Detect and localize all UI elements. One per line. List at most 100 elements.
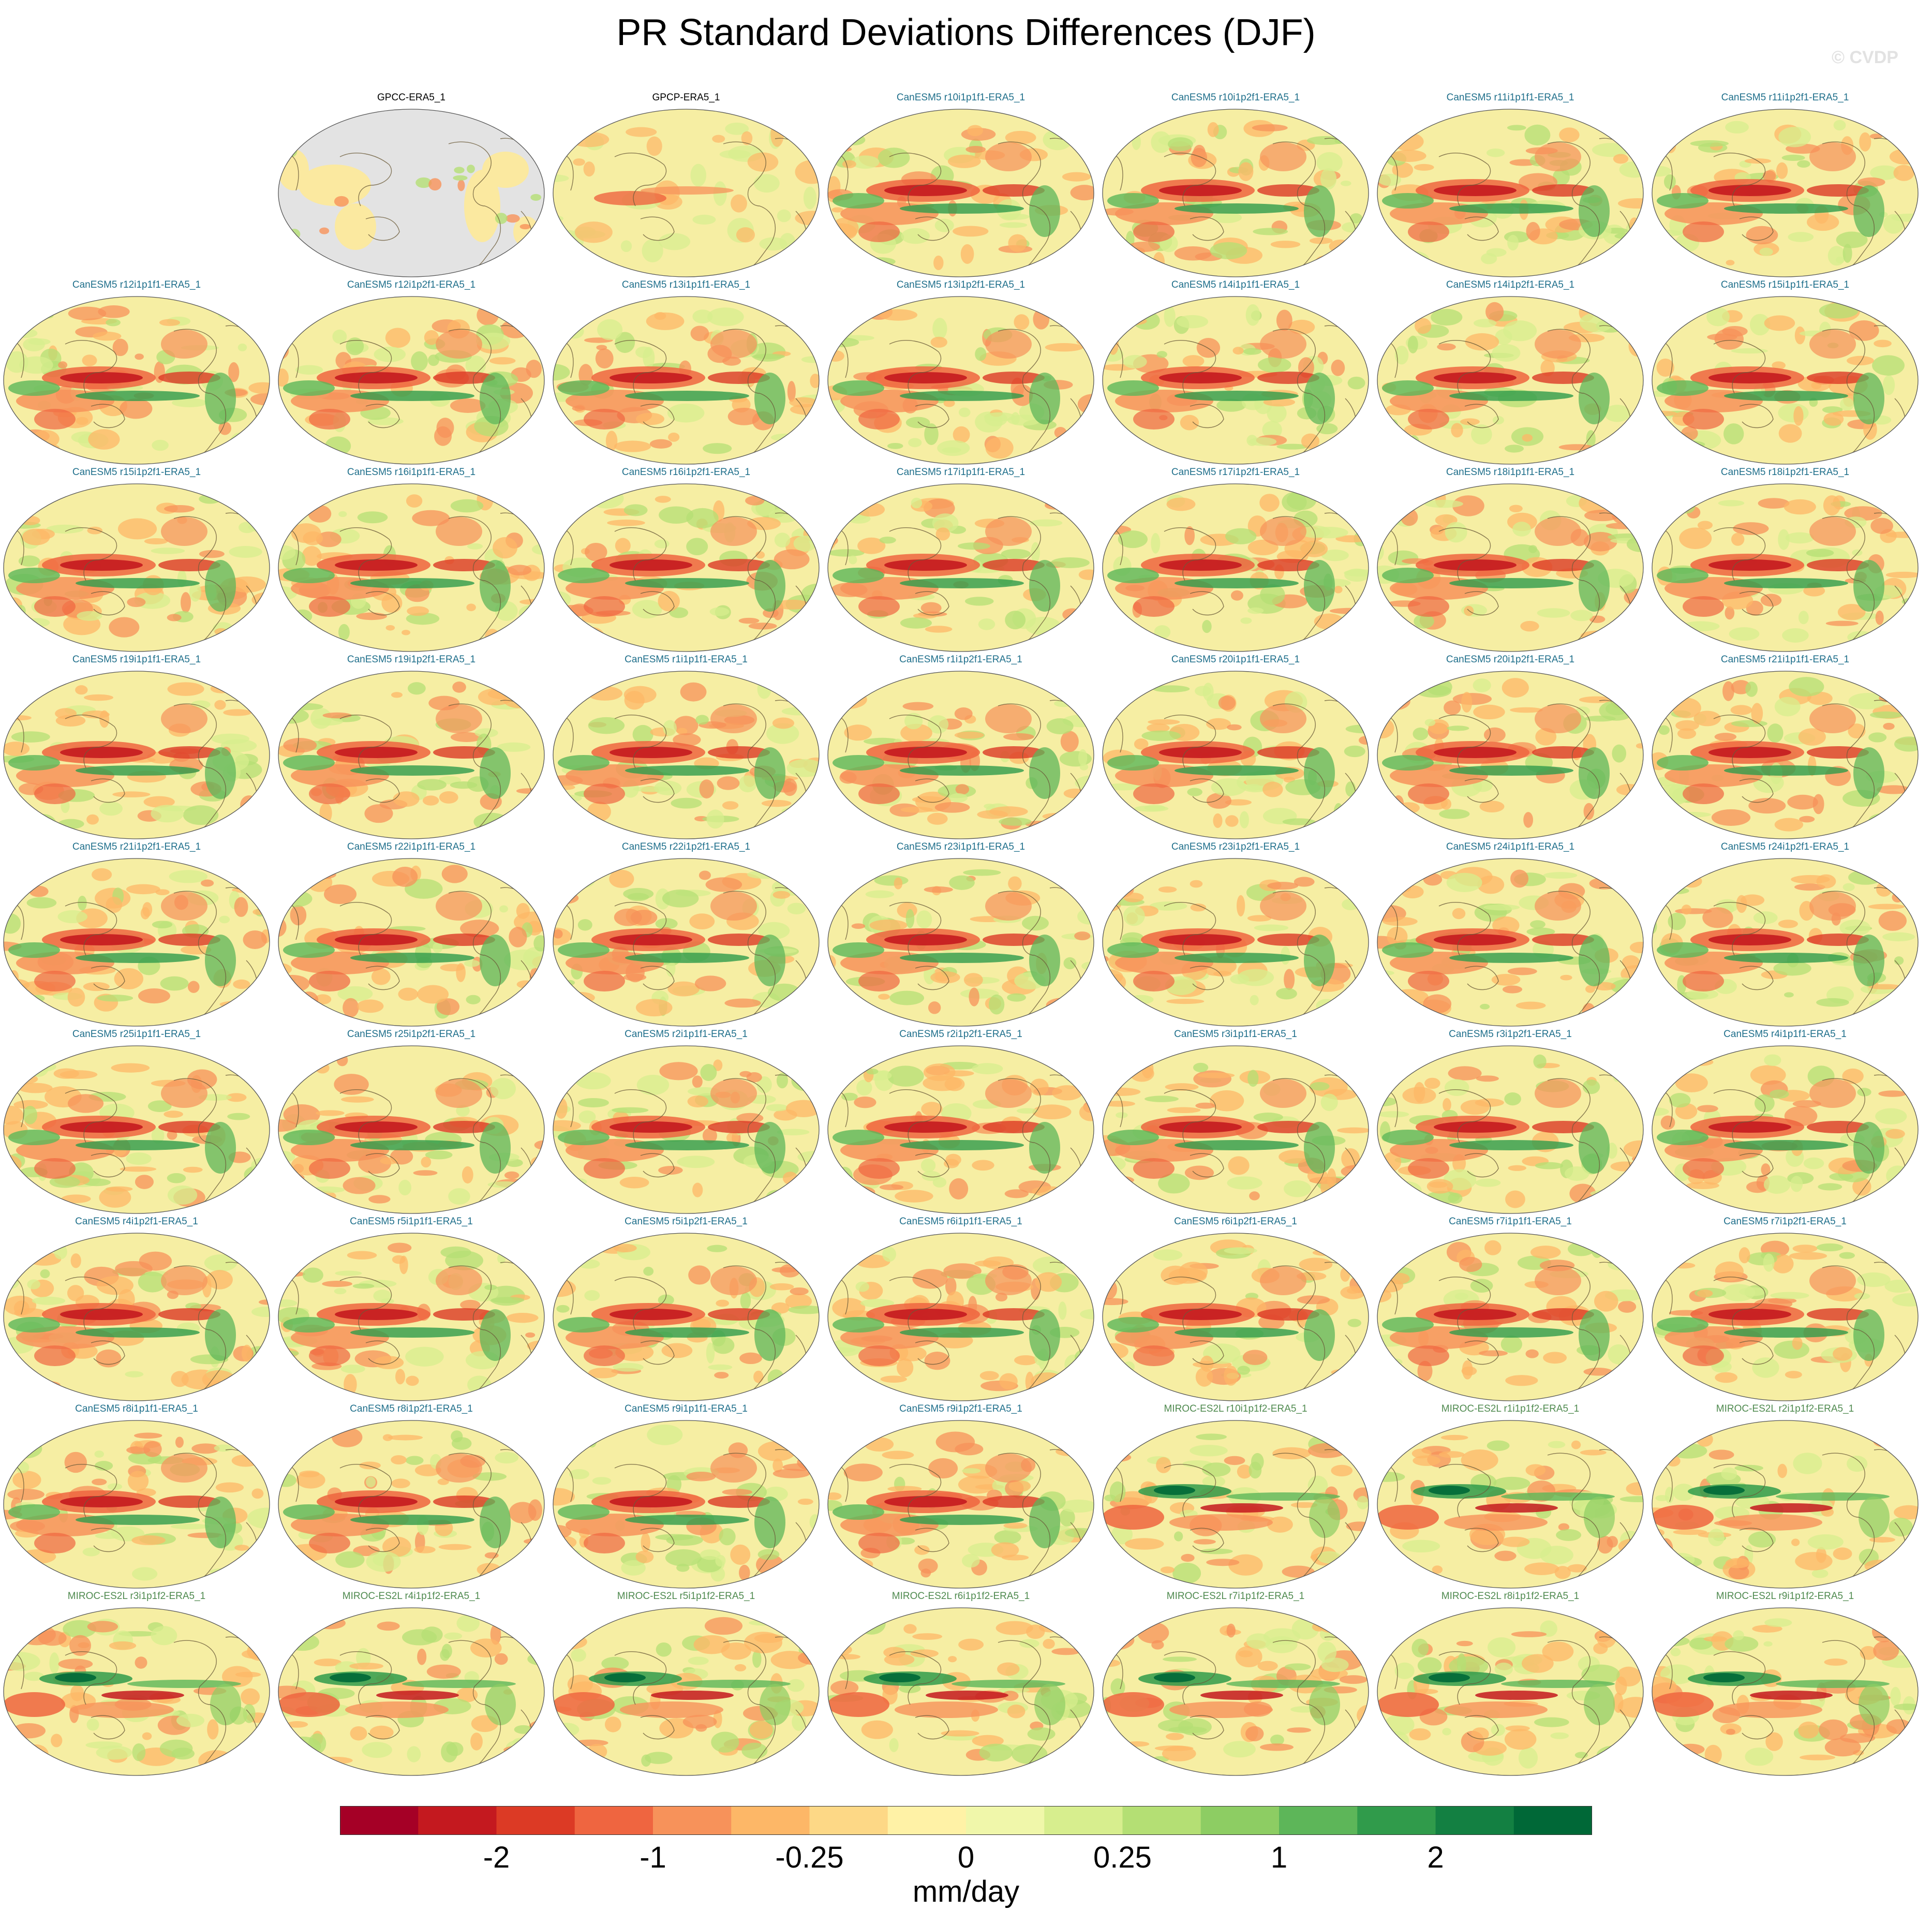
robinson-map <box>278 858 545 1027</box>
robinson-map <box>1652 483 1919 652</box>
panel-title: CanESM5 r20i1p1f1-ERA5_1 <box>1171 654 1300 665</box>
map-outline <box>278 296 545 465</box>
map-panel: MIROC-ES2L r10i1p1f2-ERA5_1 <box>1099 1403 1372 1591</box>
map-outline <box>1377 1607 1644 1776</box>
map-field <box>553 671 819 839</box>
map-outline <box>3 483 270 652</box>
panel-title: GPCP-ERA5_1 <box>652 92 720 103</box>
panel-title: CanESM5 r21i1p2f1-ERA5_1 <box>72 841 201 852</box>
robinson-map <box>827 858 1094 1027</box>
colorbar-swatch <box>1044 1806 1123 1835</box>
map-outline <box>827 858 1094 1027</box>
map-field <box>4 297 270 464</box>
robinson-map <box>1102 1045 1369 1214</box>
map-field <box>1652 484 1918 651</box>
panel-title: CanESM5 r15i1p1f1-ERA5_1 <box>1720 279 1850 290</box>
map-panel: CanESM5 r18i1p2f1-ERA5_1 <box>1648 467 1922 654</box>
map-panel: CanESM5 r15i1p1f1-ERA5_1 <box>1648 279 1922 467</box>
robinson-map <box>1377 1233 1644 1401</box>
map-outline <box>278 1045 545 1214</box>
robinson-map <box>278 109 545 277</box>
map-panel: CanESM5 r15i1p2f1-ERA5_1 <box>0 467 273 654</box>
map-outline <box>1652 109 1919 277</box>
map-outline <box>1652 483 1919 652</box>
robinson-map <box>827 1233 1094 1401</box>
robinson-map <box>278 1045 545 1214</box>
map-field <box>828 297 1094 464</box>
map-outline <box>3 858 270 1027</box>
robinson-map <box>827 483 1094 652</box>
panel-title: CanESM5 r23i1p2f1-ERA5_1 <box>1171 841 1300 852</box>
map-panel: CanESM5 r24i1p2f1-ERA5_1 <box>1648 841 1922 1029</box>
map-field <box>1377 1608 1643 1775</box>
map-panel: MIROC-ES2L r9i1p1f2-ERA5_1 <box>1648 1591 1922 1778</box>
map-field <box>553 1046 819 1213</box>
map-field <box>1377 484 1643 651</box>
map-panel: CanESM5 r3i1p2f1-ERA5_1 <box>1374 1029 1647 1216</box>
panel-title: CanESM5 r12i1p2f1-ERA5_1 <box>347 279 476 290</box>
map-panel: CanESM5 r2i1p2f1-ERA5_1 <box>824 1029 1097 1216</box>
panel-title: CanESM5 r19i1p2f1-ERA5_1 <box>347 654 476 665</box>
map-outline <box>1102 671 1369 839</box>
robinson-map <box>3 296 270 465</box>
map-outline <box>1377 109 1644 277</box>
map-panel: CanESM5 r8i1p2f1-ERA5_1 <box>275 1403 548 1591</box>
colorbar-swatch <box>418 1806 497 1835</box>
panel-title: CanESM5 r12i1p1f1-ERA5_1 <box>72 279 201 290</box>
robinson-map <box>278 1233 545 1401</box>
map-outline <box>553 1607 820 1776</box>
map-panel: CanESM5 r4i1p1f1-ERA5_1 <box>1648 1029 1922 1216</box>
robinson-map <box>1652 1045 1919 1214</box>
robinson-map <box>1652 1607 1919 1776</box>
colorbar-units: mm/day <box>912 1875 1020 1908</box>
panel-title: CanESM5 r20i1p2f1-ERA5_1 <box>1446 654 1575 665</box>
map-outline <box>1652 671 1919 839</box>
robinson-map <box>827 109 1094 277</box>
map-panel: CanESM5 r21i1p2f1-ERA5_1 <box>0 841 273 1029</box>
map-panel: CanESM5 r11i1p1f1-ERA5_1 <box>1374 92 1647 279</box>
panel-title: CanESM5 r1i1p2f1-ERA5_1 <box>899 654 1022 665</box>
panel-title: CanESM5 r11i1p1f1-ERA5_1 <box>1446 92 1574 103</box>
map-outline <box>1377 671 1644 839</box>
map-panel: MIROC-ES2L r6i1p1f2-ERA5_1 <box>824 1591 1097 1778</box>
robinson-map <box>827 1420 1094 1589</box>
map-field <box>1103 1233 1369 1401</box>
map-outline <box>3 1045 270 1214</box>
robinson-map <box>553 109 820 277</box>
map-field <box>1652 1046 1918 1213</box>
map-panel: CanESM5 r10i1p1f1-ERA5_1 <box>824 92 1097 279</box>
map-panel: CanESM5 r19i1p1f1-ERA5_1 <box>0 654 273 841</box>
panel-title: CanESM5 r8i1p1f1-ERA5_1 <box>75 1403 198 1414</box>
colorbar-tick-label: -2 <box>483 1841 510 1874</box>
map-outline <box>1377 1045 1644 1214</box>
map-panel: MIROC-ES2L r4i1p1f2-ERA5_1 <box>275 1591 548 1778</box>
panel-title: CanESM5 r6i1p1f1-ERA5_1 <box>899 1216 1022 1227</box>
robinson-map <box>553 858 820 1027</box>
robinson-map <box>3 483 270 652</box>
panel-title: CanESM5 r10i1p2f1-ERA5_1 <box>1171 92 1300 103</box>
robinson-map <box>1652 858 1919 1027</box>
panel-title: GPCC-ERA5_1 <box>377 92 445 103</box>
colorbar-swatch <box>653 1806 732 1835</box>
map-panel-grid: GPCC-ERA5_1 GPCP-ERA5_1 CanESM5 r10i1p1f1-… <box>0 92 1922 1778</box>
map-field <box>1377 1420 1643 1588</box>
map-panel: CanESM5 r23i1p2f1-ERA5_1 <box>1099 841 1372 1029</box>
robinson-map <box>827 1045 1094 1214</box>
map-field <box>278 858 544 1026</box>
map-outline <box>553 1045 820 1214</box>
map-panel: CanESM5 r12i1p1f1-ERA5_1 <box>0 279 273 467</box>
map-outline <box>1102 296 1369 465</box>
colorbar-tick-label: 2 <box>1427 1841 1444 1874</box>
map-outline <box>1652 1420 1919 1589</box>
map-outline <box>3 1233 270 1401</box>
robinson-map <box>553 1233 820 1401</box>
panel-title: CanESM5 r17i1p2f1-ERA5_1 <box>1171 467 1300 478</box>
map-panel: CanESM5 r1i1p2f1-ERA5_1 <box>824 654 1097 841</box>
robinson-map <box>1377 1420 1644 1589</box>
map-field <box>1103 297 1369 464</box>
map-outline <box>827 671 1094 839</box>
robinson-map <box>1377 1607 1644 1776</box>
map-panel: CanESM5 r2i1p1f1-ERA5_1 <box>549 1029 823 1216</box>
panel-title: CanESM5 r14i1p1f1-ERA5_1 <box>1171 279 1300 290</box>
panel-title: MIROC-ES2L r10i1p1f2-ERA5_1 <box>1164 1403 1307 1414</box>
